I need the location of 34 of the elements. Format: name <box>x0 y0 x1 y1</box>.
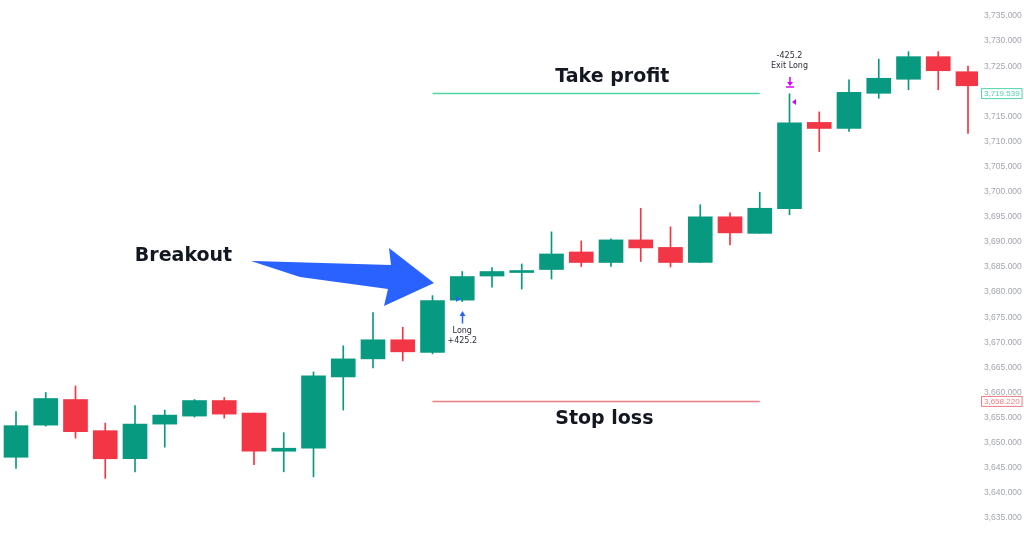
y-tick-label: 3,655.000 <box>984 411 1023 422</box>
y-tick-label: 3,665.000 <box>984 361 1023 372</box>
candlestick <box>271 432 297 473</box>
y-tick-label: 3,640.000 <box>984 487 1023 498</box>
y-tick-label: 3,700.000 <box>984 186 1023 197</box>
y-tick-label: 3,715.000 <box>984 110 1023 121</box>
text: 3,658.220 <box>984 397 1021 407</box>
candlestick <box>628 207 654 262</box>
annotation: +425.2 <box>447 335 478 345</box>
candlestick <box>152 409 178 448</box>
y-tick-label: 3,710.000 <box>984 135 1023 146</box>
y-tick-label: 3,725.000 <box>984 60 1023 71</box>
series-label: Stop loss <box>555 406 654 429</box>
y-tick-label: 3,635.000 <box>984 512 1023 523</box>
candlestick <box>806 111 832 152</box>
annotation: Breakout <box>134 242 233 265</box>
y-tick-label: 3,675.000 <box>984 311 1023 322</box>
y-tick-label: 3,660.000 <box>984 386 1023 397</box>
y-tick-label: 3,695.000 <box>984 211 1023 222</box>
y-tick-label: 3,685.000 <box>984 261 1023 272</box>
annotation: Long <box>452 325 472 335</box>
annotation: -425.2 <box>776 50 803 60</box>
y-tick-label: 3,705.000 <box>984 160 1023 171</box>
annotation: Exit Long <box>770 60 809 70</box>
y-tick-label: 3,735.000 <box>984 10 1023 21</box>
candlestick <box>509 263 535 290</box>
y-tick-label: 3,680.000 <box>984 286 1023 297</box>
y-tick-label: 3,730.000 <box>984 35 1023 46</box>
y-tick-label: 3,690.000 <box>984 236 1023 247</box>
series-label: Take profit <box>555 63 670 86</box>
y-tick-label: 3,645.000 <box>984 462 1023 473</box>
text: 3,719.539 <box>984 89 1021 99</box>
y-tick-label: 3,650.000 <box>984 437 1023 448</box>
y-tick-label: 3,670.000 <box>984 336 1023 347</box>
